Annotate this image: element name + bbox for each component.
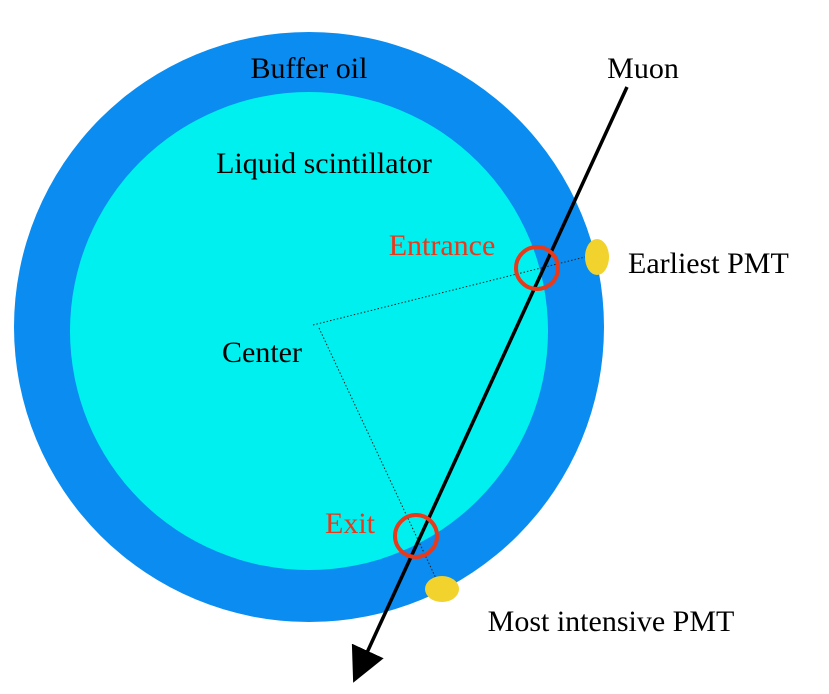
center-to-exit-line	[318, 327, 441, 588]
exit-marker	[393, 513, 439, 559]
muon-label: Muon	[607, 52, 679, 85]
earliest-pmt-icon	[585, 239, 609, 275]
liquid-scintillator-region	[70, 92, 548, 570]
exit-label: Exit	[325, 507, 376, 540]
most-intensive-pmt-icon	[425, 576, 459, 602]
entrance-marker	[514, 245, 560, 291]
liquid-scintillator-label: Liquid scintillator	[216, 147, 432, 180]
center-label: Center	[222, 336, 302, 369]
entrance-label: Entrance	[389, 229, 496, 262]
buffer-oil-label: Buffer oil	[251, 52, 368, 85]
muon-track-arrow	[351, 86, 629, 683]
most-intensive-pmt-label: Most intensive PMT	[488, 605, 735, 638]
earliest-pmt-label: Earliest PMT	[628, 247, 789, 280]
